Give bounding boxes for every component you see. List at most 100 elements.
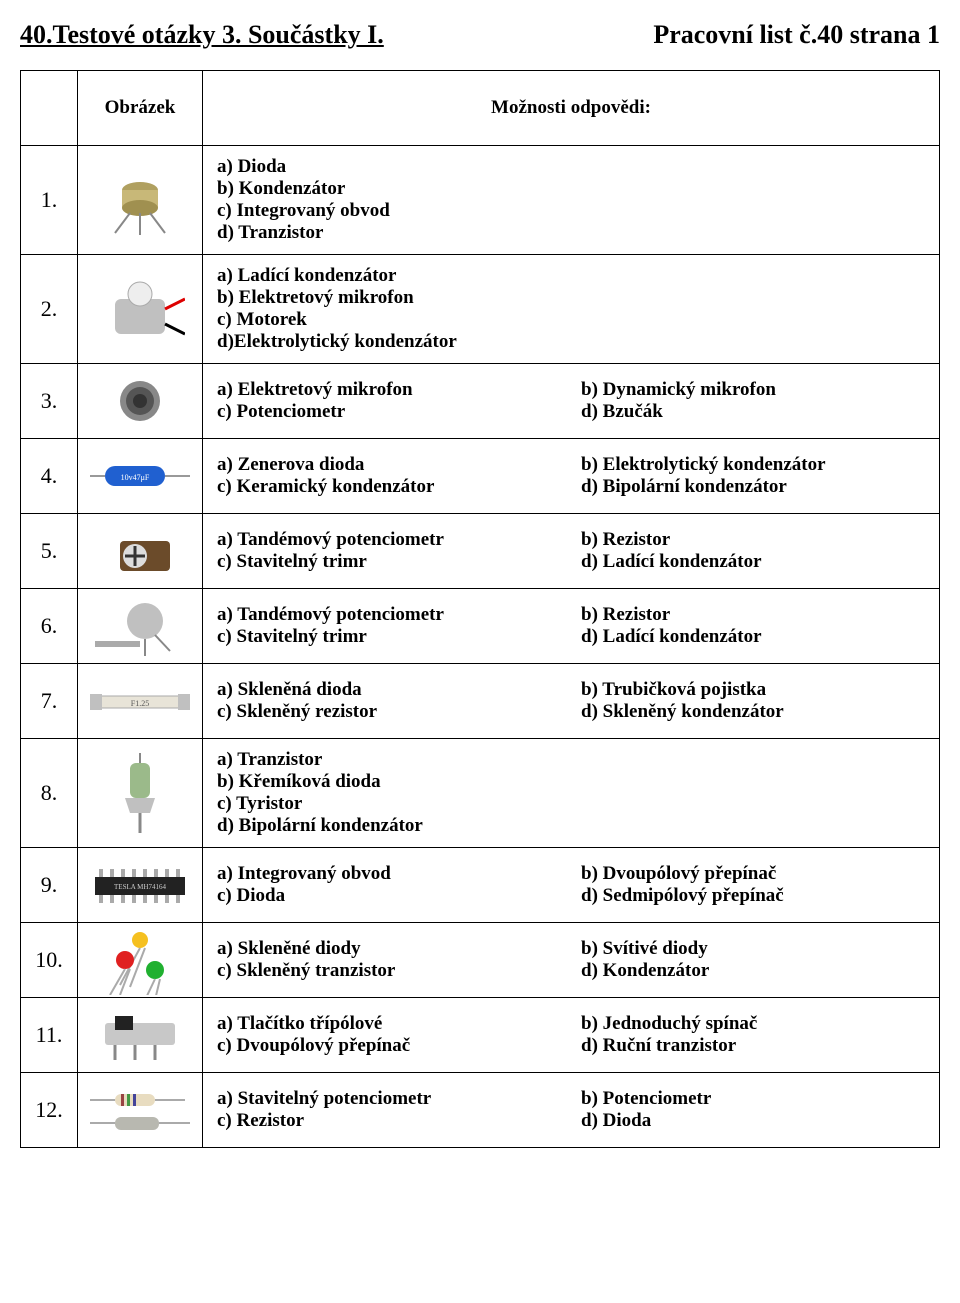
option: c) Dioda <box>217 885 561 907</box>
option: b) Jednoduchý spínač <box>581 1013 925 1035</box>
option: b) Kondenzátor <box>217 178 925 200</box>
option: b) Dynamický mikrofon <box>581 379 925 401</box>
option: d) Bipolární kondenzátor <box>217 815 925 837</box>
header-image-cell: Obrázek <box>78 71 203 146</box>
option: c) Stavitelný trimr <box>217 551 561 573</box>
answer-options: a) Integrovaný obvodc) Diodab) Dvoupólov… <box>203 848 940 923</box>
answer-options: a) Zenerova diodac) Keramický kondenzáto… <box>203 439 940 514</box>
component-image <box>78 998 203 1073</box>
component-image <box>78 514 203 589</box>
option: a) Tlačítko třípólové <box>217 1013 561 1035</box>
option: b) Rezistor <box>581 529 925 551</box>
table-row: 4. 10v47μF a) Zenerova diodac) Keramický k… <box>21 439 940 514</box>
option: b) Potenciometr <box>581 1088 925 1110</box>
questions-table: Obrázek Možnosti odpovědi: 1.a) Diodab) … <box>20 70 940 1148</box>
option: d)Elektrolytický kondenzátor <box>217 331 925 353</box>
option: a) Skleněné diody <box>217 938 561 960</box>
answer-options: a) Skleněné diodyc) Skleněný tranzistor b… <box>203 923 940 998</box>
component-image <box>78 255 203 364</box>
option: a) Tandémový potenciometr <box>217 529 561 551</box>
table-row: 6. a) Tandémový potenciometrc) Stavitelný… <box>21 589 940 664</box>
component-image <box>78 364 203 439</box>
option: c) Motorek <box>217 309 925 331</box>
option: c) Potenciometr <box>217 401 561 423</box>
table-row: 3. a) Elektretový mikrofonc) Potenciometr… <box>21 364 940 439</box>
option: c) Keramický kondenzátor <box>217 476 561 498</box>
table-row: 11.a) Tlačítko třípólovéc) Dvoupólový př… <box>21 998 940 1073</box>
option: a) Elektretový mikrofon <box>217 379 561 401</box>
component-image <box>78 1073 203 1148</box>
row-number: 7. <box>21 664 78 739</box>
option: b) Křemíková dioda <box>217 771 925 793</box>
option: a) Tranzistor <box>217 749 925 771</box>
option: a) Skleněná dioda <box>217 679 561 701</box>
option: a) Dioda <box>217 156 925 178</box>
answer-options: a) Stavitelný potenciometrc) Rezistor b) … <box>203 1073 940 1148</box>
answer-options: a) Tlačítko třípólovéc) Dvoupólový přepí… <box>203 998 940 1073</box>
option: d) Ladící kondenzátor <box>581 626 925 648</box>
option: d) Ladící kondenzátor <box>581 551 925 573</box>
option: d) Bzučák <box>581 401 925 423</box>
answer-options: a) Skleněná diodac) Skleněný rezistor b) … <box>203 664 940 739</box>
component-image <box>78 589 203 664</box>
component-image <box>78 923 203 998</box>
table-row: 5. a) Tandémový potenciometrc) Stavitelný… <box>21 514 940 589</box>
header-answers-cell: Možnosti odpovědi: <box>203 71 940 146</box>
answer-options: a) Tranzistorb) Křemíková diodac) Tyrist… <box>203 739 940 848</box>
table-row: 10. a) Skleněné diodyc) Skleněný tranzist… <box>21 923 940 998</box>
row-number: 5. <box>21 514 78 589</box>
option: d) Bipolární kondenzátor <box>581 476 925 498</box>
answer-options: a) Ladící kondenzátorb) Elektretový mikr… <box>203 255 940 364</box>
answer-options: a) Elektretový mikrofonc) Potenciometr b)… <box>203 364 940 439</box>
component-image: TESLA MH74164 <box>78 848 203 923</box>
option: a) Tandémový potenciometr <box>217 604 561 626</box>
option: d) Sedmipólový přepínač <box>581 885 925 907</box>
table-row: 12. a) Stavitelný potenciometrc) Rezistor… <box>21 1073 940 1148</box>
option: d) Ruční tranzistor <box>581 1035 925 1057</box>
row-number: 8. <box>21 739 78 848</box>
option: b) Rezistor <box>581 604 925 626</box>
table-row: 2. a) Ladící kondenzátorb) Elektretový mi… <box>21 255 940 364</box>
row-number: 3. <box>21 364 78 439</box>
row-number: 10. <box>21 923 78 998</box>
row-number: 12. <box>21 1073 78 1148</box>
row-number: 9. <box>21 848 78 923</box>
table-row: 8. a) Tranzistorb) Křemíková diodac) Tyri… <box>21 739 940 848</box>
svg-text:F1.25: F1.25 <box>131 699 149 708</box>
component-image: 10v47μF <box>78 439 203 514</box>
option: a) Zenerova dioda <box>217 454 561 476</box>
option: b) Svítivé diody <box>581 938 925 960</box>
option: c) Skleněný rezistor <box>217 701 561 723</box>
option: d) Skleněný kondenzátor <box>581 701 925 723</box>
answer-options: a) Diodab) Kondenzátorc) Integrovaný obv… <box>203 146 940 255</box>
option: b) Elektretový mikrofon <box>217 287 925 309</box>
svg-text:TESLA MH74164: TESLA MH74164 <box>114 883 166 891</box>
component-image <box>78 146 203 255</box>
option: d) Tranzistor <box>217 222 925 244</box>
component-image <box>78 739 203 848</box>
title-left: 40.Testové otázky 3. Součástky I. <box>20 20 384 50</box>
row-number: 1. <box>21 146 78 255</box>
option: a) Stavitelný potenciometr <box>217 1088 561 1110</box>
answer-options: a) Tandémový potenciometrc) Stavitelný t… <box>203 514 940 589</box>
option: d) Kondenzátor <box>581 960 925 982</box>
component-image: F1.25 <box>78 664 203 739</box>
answer-options: a) Tandémový potenciometrc) Stavitelný t… <box>203 589 940 664</box>
table-row: 7. F1.25 a) Skleněná diodac) Skleněný rezi… <box>21 664 940 739</box>
option: c) Dvoupólový přepínač <box>217 1035 561 1057</box>
option: c) Tyristor <box>217 793 925 815</box>
header-num-cell <box>21 71 78 146</box>
row-number: 6. <box>21 589 78 664</box>
option: b) Trubičková pojistka <box>581 679 925 701</box>
option: c) Integrovaný obvod <box>217 200 925 222</box>
option: c) Rezistor <box>217 1110 561 1132</box>
row-number: 2. <box>21 255 78 364</box>
option: c) Skleněný tranzistor <box>217 960 561 982</box>
option: a) Ladící kondenzátor <box>217 265 925 287</box>
row-number: 4. <box>21 439 78 514</box>
option: b) Elektrolytický kondenzátor <box>581 454 925 476</box>
option: c) Stavitelný trimr <box>217 626 561 648</box>
svg-text:10v47μF: 10v47μF <box>121 473 150 482</box>
option: d) Dioda <box>581 1110 925 1132</box>
table-row: 1. a) Diodab) Kondenzátorc) Integrovaný o… <box>21 146 940 255</box>
